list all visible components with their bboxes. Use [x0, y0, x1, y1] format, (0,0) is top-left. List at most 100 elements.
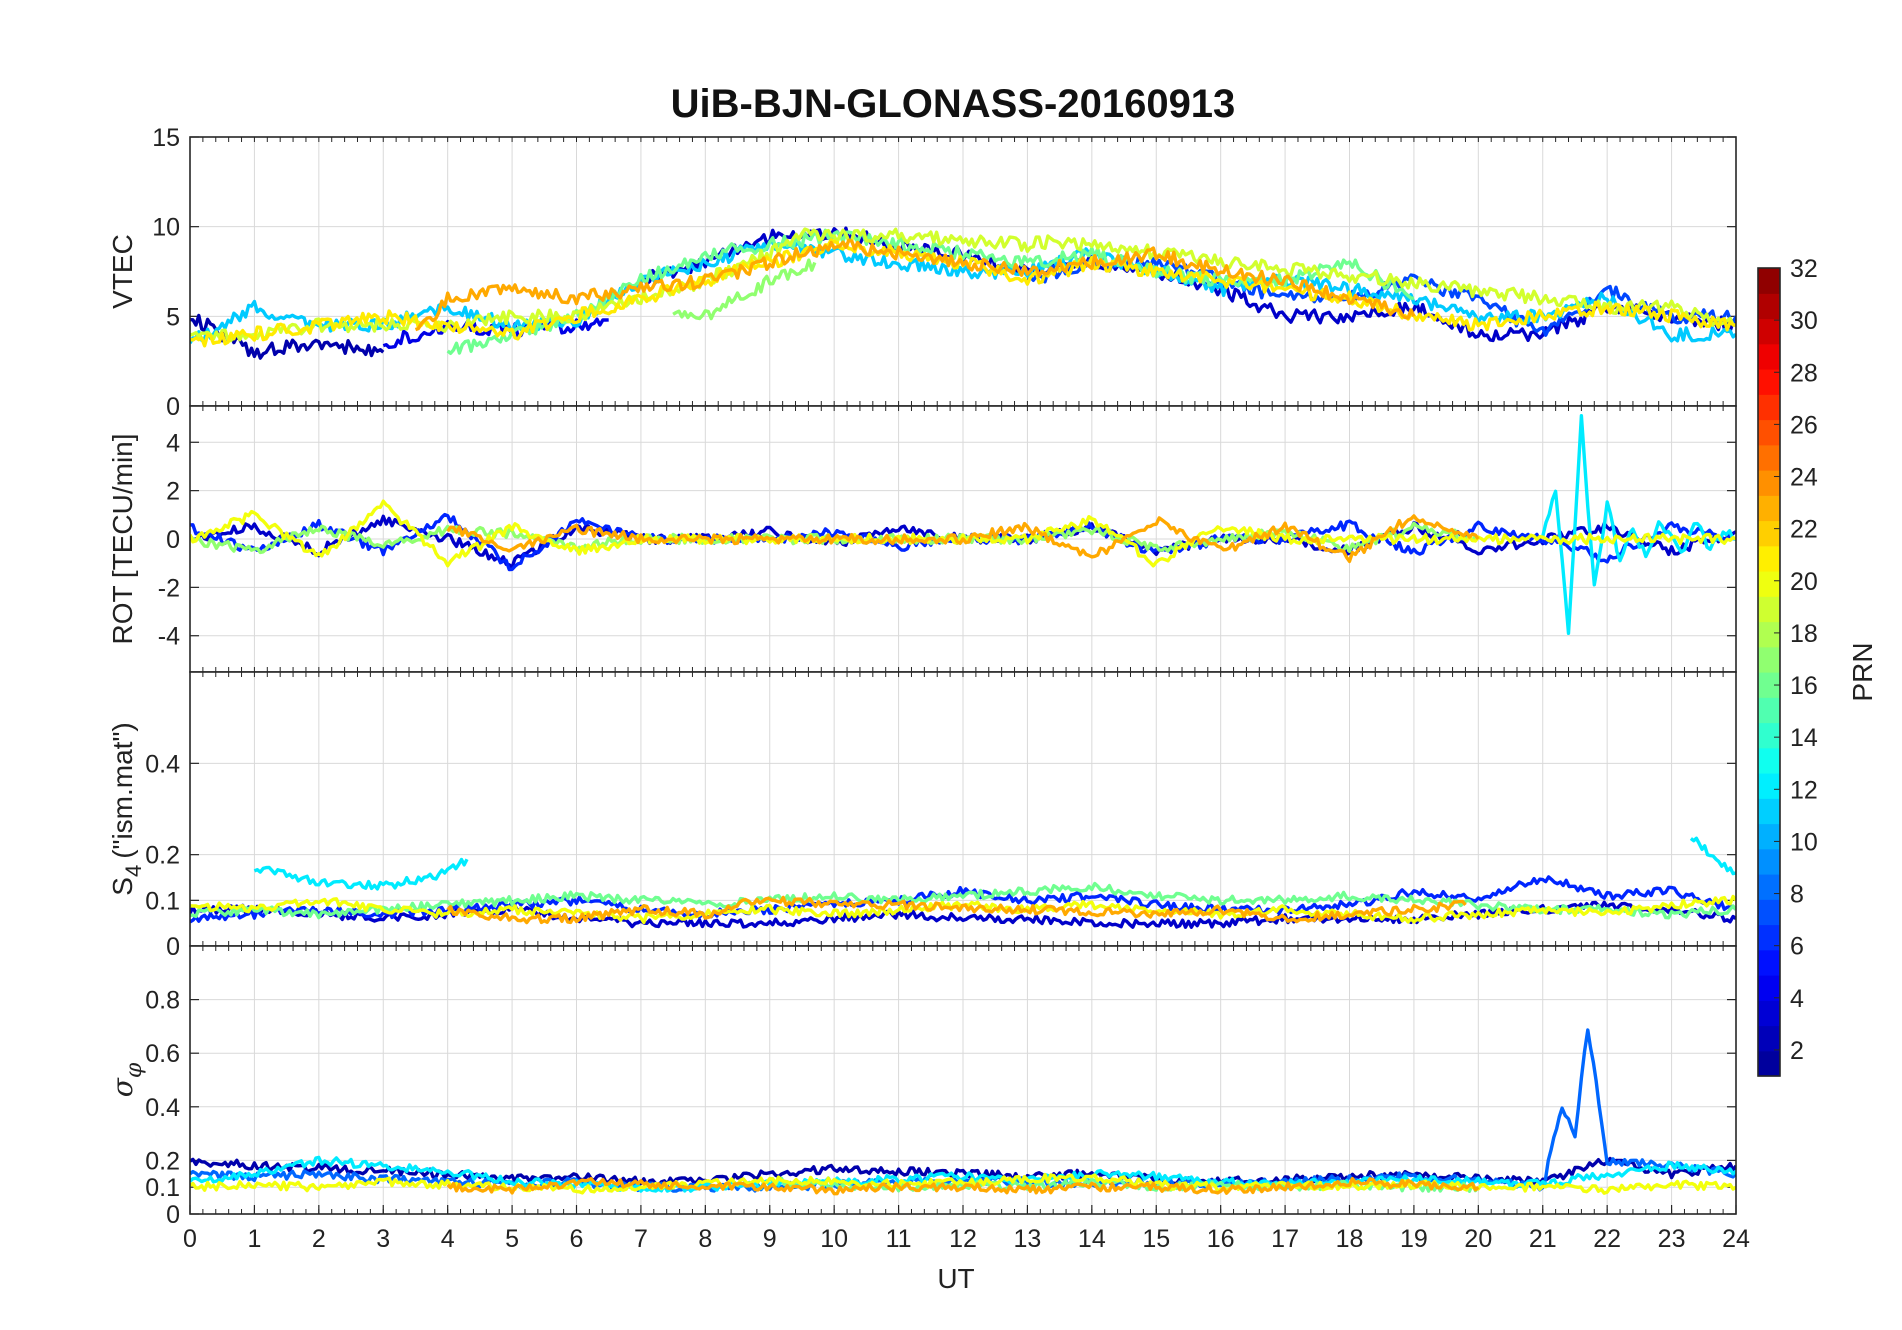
- panel-sigma: 00.10.2 0.4 0.6 0.8 σφ: [106, 945, 1737, 1229]
- colorbar-segment: [1758, 596, 1780, 623]
- y-tick-label: 0: [166, 393, 180, 421]
- y-axis-label-sigma: σφ: [106, 1062, 147, 1097]
- series-line-prn-2: [190, 313, 385, 360]
- panel-rot-series: [190, 414, 1736, 635]
- colorbar-segment: [1758, 343, 1780, 370]
- x-tick-label: 18: [1336, 1225, 1364, 1253]
- series-line-prn-16: [190, 881, 1736, 920]
- colorbar-tick-label: 16: [1790, 672, 1818, 700]
- y-tick-label: 0: [166, 526, 180, 554]
- y-axis-label-sub: 4: [121, 865, 146, 877]
- x-tick-label: 1: [247, 1225, 261, 1253]
- y-tick-label: 15: [152, 124, 180, 152]
- colorbar-segment: [1758, 874, 1780, 900]
- colorbar-segment: [1758, 672, 1780, 698]
- colorbar-tick-label: 26: [1790, 411, 1818, 439]
- y-tick-label: 0.1: [145, 1174, 180, 1202]
- series-line-prn-12: [253, 857, 469, 891]
- series-line-prn-23: [446, 1176, 1480, 1196]
- series-line-prn-23: [446, 514, 1480, 564]
- colorbar-tick-label: 28: [1790, 359, 1818, 387]
- x-tick-label: 16: [1207, 1225, 1235, 1253]
- x-tick-label: 12: [949, 1225, 977, 1253]
- x-axis-label: UT: [937, 1263, 974, 1294]
- colorbar-segment: [1758, 798, 1780, 825]
- colorbar-tick-label: 2: [1790, 1037, 1804, 1065]
- y-tick-label: 2: [166, 478, 180, 506]
- y-axis-label-rot: ROT [TECU/min]: [107, 433, 138, 644]
- colorbar-segment: [1758, 949, 1780, 976]
- series-line-prn-17: [672, 258, 817, 321]
- colorbar-segment: [1758, 293, 1780, 320]
- y-tick-label: 0.8: [145, 987, 180, 1015]
- colorbar-segment: [1758, 419, 1780, 446]
- x-tick-label: 7: [634, 1225, 648, 1253]
- colorbar-tick-label: 14: [1790, 724, 1818, 752]
- colorbar-segment: [1758, 444, 1780, 471]
- colorbar-tick-label: 18: [1790, 620, 1818, 648]
- y-tick-label: 0.4: [145, 1094, 180, 1122]
- colorbar-tick-label: 24: [1790, 464, 1818, 492]
- colorbar-tick-label: 12: [1790, 776, 1818, 804]
- colorbar-tick-label: 22: [1790, 516, 1818, 544]
- x-tick-label: 15: [1142, 1225, 1170, 1253]
- colorbar-segment: [1758, 470, 1780, 496]
- colorbar-segment: [1758, 697, 1780, 724]
- chart-title: UiB-BJN-GLONASS-20160913: [671, 82, 1236, 126]
- y-axis-label-vtec: VTEC: [107, 234, 138, 309]
- colorbar-segment: [1758, 495, 1780, 522]
- colorbar-segment: [1758, 545, 1780, 572]
- y-axis-label-sub: φ: [122, 1062, 147, 1078]
- series-line-prn-23: [414, 238, 1416, 332]
- colorbar-tick-label: 8: [1790, 881, 1804, 909]
- y-tick-label: -2: [158, 574, 180, 602]
- y-tick-label: 0: [166, 1201, 180, 1229]
- colorbar-tick-label: 4: [1790, 985, 1804, 1013]
- y-axis-label-main: S: [107, 877, 138, 896]
- y-tick-label: -4: [158, 623, 180, 651]
- colorbar-segment: [1758, 318, 1780, 345]
- colorbar-segment: [1758, 975, 1780, 1001]
- y-axis-label-s4: S4 ("ism.mat"): [107, 722, 146, 895]
- colorbar-segment: [1758, 899, 1780, 926]
- x-tick-label: 6: [570, 1225, 584, 1253]
- series-line-prn-2: [190, 1156, 1736, 1188]
- panel-s4-series: [190, 836, 1736, 929]
- colorbar-tick-label: 6: [1790, 933, 1804, 961]
- colorbar-tick-label: 10: [1790, 828, 1818, 856]
- colorbar-segment: [1758, 1025, 1780, 1052]
- y-tick-label: 0.1: [145, 887, 180, 915]
- colorbar-segment: [1758, 369, 1780, 395]
- series-line-prn-23: [446, 895, 1467, 925]
- colorbar-segment: [1758, 722, 1780, 749]
- x-tick-label: 10: [820, 1225, 848, 1253]
- x-tick-label: 13: [1014, 1225, 1042, 1253]
- colorbar-segment: [1758, 520, 1780, 547]
- colorbar-segment: [1758, 571, 1780, 597]
- y-axis-label-main: σ: [106, 1077, 139, 1097]
- x-tick-label: 17: [1271, 1225, 1299, 1253]
- panel-vtec: 0 5 10 15 VTEC: [107, 124, 1737, 421]
- y-tick-label: 0.4: [145, 750, 180, 778]
- colorbar-segment: [1758, 621, 1780, 648]
- x-tick-label: 2: [312, 1225, 326, 1253]
- panel-rot: -4 -2 0 2 4 ROT [TECU/min]: [107, 405, 1737, 673]
- colorbar-segment: [1758, 268, 1780, 294]
- panel-vtec-series: [190, 226, 1736, 360]
- x-tick-label: 11: [886, 1225, 912, 1253]
- series-line-prn-12: [190, 1155, 1736, 1193]
- x-tick-label: 20: [1464, 1225, 1492, 1253]
- colorbar-segment: [1758, 747, 1780, 774]
- x-tick-label: 5: [505, 1225, 519, 1253]
- x-tick-label: 22: [1593, 1225, 1621, 1253]
- colorbar-segment: [1758, 773, 1780, 799]
- x-tick-label: 8: [698, 1225, 712, 1253]
- x-tick-label: 3: [376, 1225, 390, 1253]
- colorbar-tick-label: 20: [1790, 568, 1818, 596]
- y-tick-label: 0.6: [145, 1040, 180, 1068]
- y-axis-label-rest: ("ism.mat"): [107, 722, 138, 859]
- colorbar-segment: [1758, 924, 1780, 951]
